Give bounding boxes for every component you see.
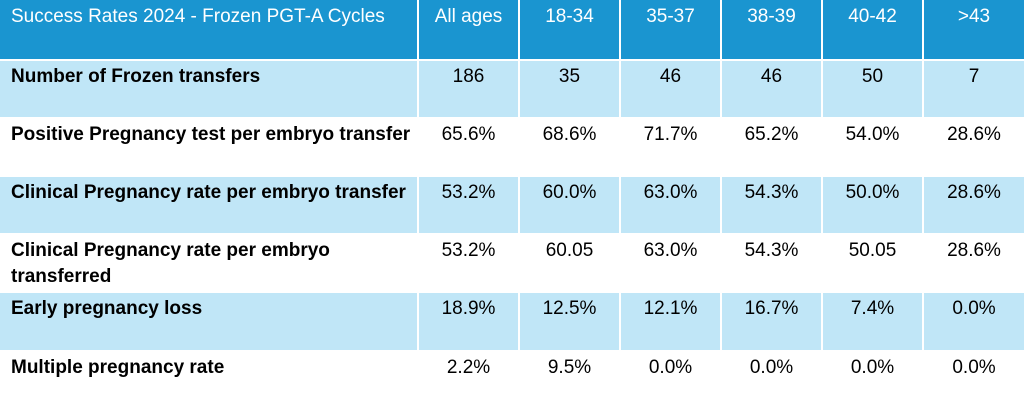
table-cell: 53.2% (418, 176, 520, 235)
table-cell: 12.1% (620, 292, 722, 352)
row-label: Number of Frozen transfers (0, 60, 419, 119)
column-header-38-39: 38-39 (721, 0, 823, 61)
table-cell: 0.0% (721, 351, 823, 411)
table-cell: 28.6% (923, 234, 1024, 293)
table-cell: 0.0% (620, 351, 722, 411)
table-cell: 0.0% (923, 292, 1024, 352)
table-cell: 63.0% (620, 234, 722, 293)
table-cell: 35 (519, 60, 621, 119)
table-cell: 7.4% (822, 292, 924, 352)
table-cell: 60.05 (519, 234, 621, 293)
table-cell: 28.6% (923, 176, 1024, 235)
column-header-all-ages: All ages (418, 0, 520, 61)
row-label: Multiple pregnancy rate (0, 351, 419, 411)
table-cell: 186 (418, 60, 520, 119)
table-cell: 54.0% (822, 118, 924, 177)
table-title: Success Rates 2024 - Frozen PGT-A Cycles (0, 0, 419, 61)
column-header-35-37: 35-37 (620, 0, 722, 61)
table-cell: 60.0% (519, 176, 621, 235)
table-row-positive-pregnancy-test: Positive Pregnancy test per embryo trans… (0, 118, 1024, 177)
column-header-40-42: 40-42 (822, 0, 924, 61)
table-cell: 9.5% (519, 351, 621, 411)
table-cell: 0.0% (822, 351, 924, 411)
table-row-clinical-pregnancy-per-transfer: Clinical Pregnancy rate per embryo trans… (0, 176, 1024, 235)
table-cell: 63.0% (620, 176, 722, 235)
table-header-row: Success Rates 2024 - Frozen PGT-A Cycles… (0, 0, 1024, 61)
row-label: Clinical Pregnancy rate per embryo trans… (0, 234, 419, 293)
table-cell: 50 (822, 60, 924, 119)
row-label: Positive Pregnancy test per embryo trans… (0, 118, 419, 177)
table-cell: 65.2% (721, 118, 823, 177)
column-header-18-34: 18-34 (519, 0, 621, 61)
table-cell: 50.05 (822, 234, 924, 293)
table-cell: 65.6% (418, 118, 520, 177)
table-row-early-pregnancy-loss: Early pregnancy loss 18.9% 12.5% 12.1% 1… (0, 292, 1024, 352)
table-cell: 7 (923, 60, 1024, 119)
column-header-43-plus: >43 (923, 0, 1024, 61)
table-cell: 18.9% (418, 292, 520, 352)
table-cell: 28.6% (923, 118, 1024, 177)
table-cell: 68.6% (519, 118, 621, 177)
table-cell: 50.0% (822, 176, 924, 235)
table-cell: 0.0% (923, 351, 1024, 411)
table-cell: 71.7% (620, 118, 722, 177)
table-cell: 16.7% (721, 292, 823, 352)
table-cell: 53.2% (418, 234, 520, 293)
table-cell: 46 (620, 60, 722, 119)
table-cell: 46 (721, 60, 823, 119)
table-row-frozen-transfers: Number of Frozen transfers 186 35 46 46 … (0, 60, 1024, 119)
row-label: Early pregnancy loss (0, 292, 419, 352)
row-label: Clinical Pregnancy rate per embryo trans… (0, 176, 419, 235)
table-cell: 2.2% (418, 351, 520, 411)
table-row-multiple-pregnancy-rate: Multiple pregnancy rate 2.2% 9.5% 0.0% 0… (0, 351, 1024, 411)
table-cell: 54.3% (721, 176, 823, 235)
table-row-clinical-pregnancy-per-transferred: Clinical Pregnancy rate per embryo trans… (0, 234, 1024, 293)
table-cell: 12.5% (519, 292, 621, 352)
table-cell: 54.3% (721, 234, 823, 293)
